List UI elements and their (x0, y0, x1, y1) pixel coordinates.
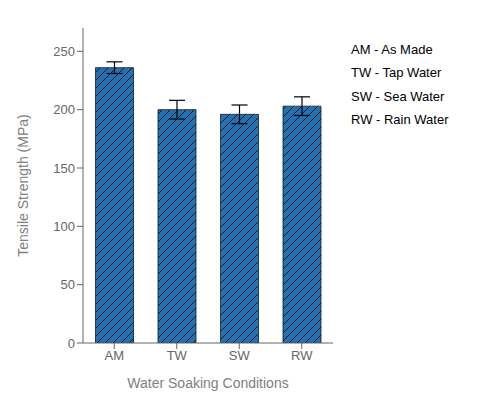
svg-text:TW: TW (167, 348, 188, 363)
svg-text:RW: RW (291, 348, 313, 363)
svg-text:200: 200 (53, 102, 75, 117)
svg-text:AM: AM (105, 348, 125, 363)
svg-text:Water Soaking Conditions: Water Soaking Conditions (127, 375, 288, 391)
svg-text:SW: SW (229, 348, 251, 363)
svg-text:Tensile Strength (MPa): Tensile Strength (MPa) (15, 114, 31, 256)
svg-text:150: 150 (53, 161, 75, 176)
html-text:RW - Rain Water: RW - Rain Water (351, 112, 449, 128)
svg-text:100: 100 (53, 219, 75, 234)
html-text:SW - Sea Water: SW - Sea Water (351, 88, 445, 104)
svg-text:50: 50 (61, 277, 75, 292)
html-text:TW - Tap Water: TW - Tap Water (351, 65, 442, 81)
svg-text:0: 0 (68, 336, 75, 351)
html-text:AM - As Made: AM - As Made (351, 42, 433, 57)
svg-text:250: 250 (53, 44, 75, 59)
